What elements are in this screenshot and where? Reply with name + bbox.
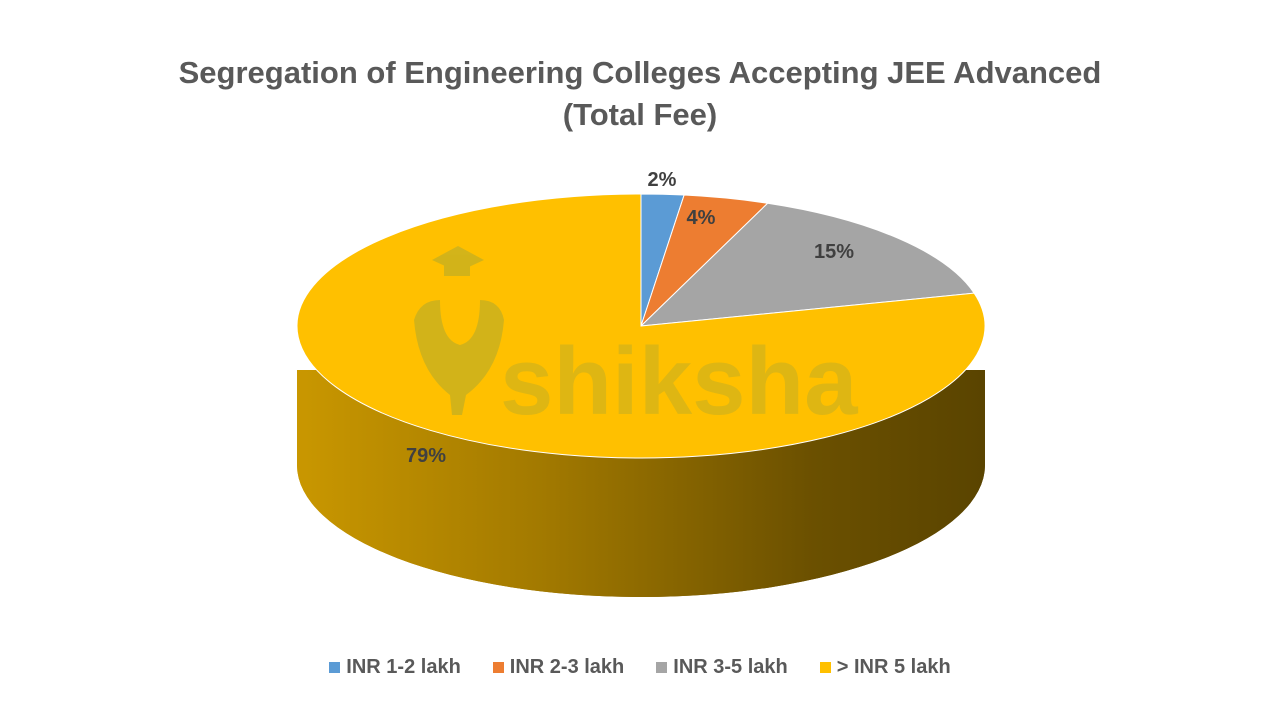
- legend-swatch: [492, 662, 504, 673]
- label-gt5: 79%: [406, 445, 446, 467]
- legend: INR 1-2 lakh INR 2-3 lakh INR 3-5 lakh >…: [0, 656, 1280, 679]
- chart-title-line1: Segregation of Engineering Colleges Acce…: [178, 55, 1102, 90]
- pie-slice: [639, 202, 976, 327]
- legend-item-3-5: INR 3-5 lakh: [656, 656, 788, 679]
- chart-title: Segregation of Engineering Colleges Acce…: [0, 52, 1280, 136]
- legend-item-gt5: > INR 5 lakh: [819, 656, 951, 679]
- legend-swatch: [819, 662, 831, 673]
- legend-item-2-3: INR 2-3 lakh: [492, 656, 624, 679]
- legend-swatch: [329, 662, 341, 673]
- label-2-3: 4%: [687, 207, 716, 229]
- label-1-2: 2%: [648, 169, 677, 191]
- label-3-5: 15%: [814, 241, 854, 263]
- svg-text:shiksha: shiksha: [500, 328, 858, 435]
- chart-title-line2: (Total Fee): [562, 97, 718, 132]
- legend-swatch: [656, 662, 668, 673]
- watermark: shiksha: [414, 246, 858, 435]
- legend-item-1-2: INR 1-2 lakh: [329, 656, 461, 679]
